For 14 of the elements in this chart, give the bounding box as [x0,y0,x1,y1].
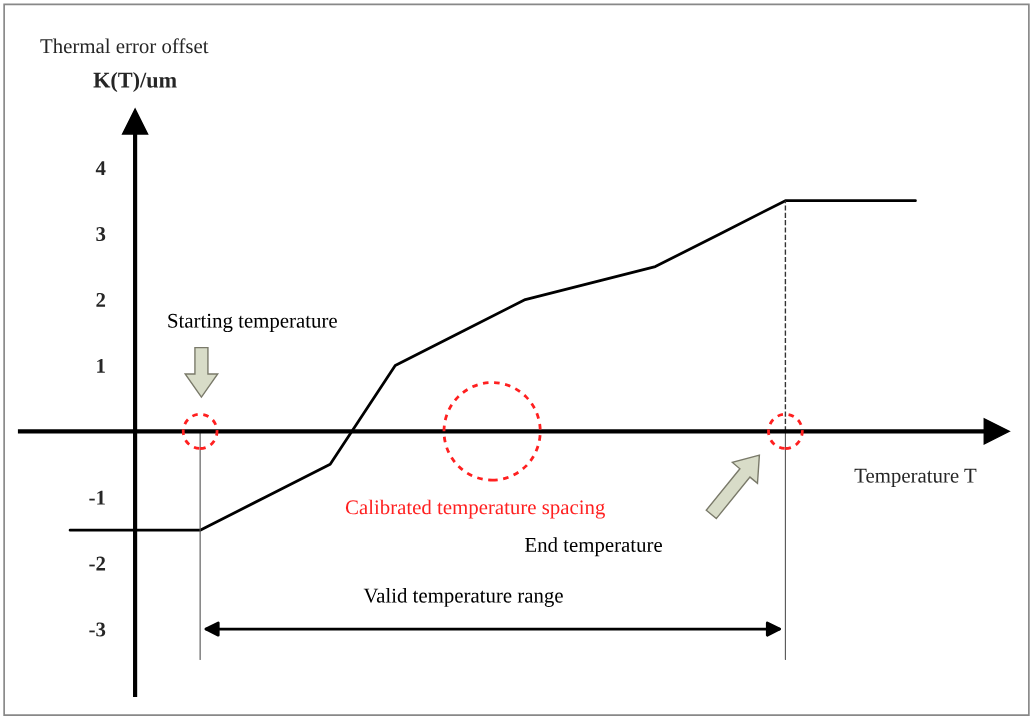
y-tick-label: 3 [96,227,106,242]
chart-title: Thermal error offset [40,38,209,54]
y-tick-label: -2 [89,556,106,571]
annotation: Valid temperature range [363,587,563,607]
y-tick-label: -3 [89,622,106,637]
y-tick-label: -1 [89,490,105,505]
y-tick-label: 4 [95,161,106,175]
y-axis-title: K(T)/um [93,71,177,93]
y-tick-label: 2 [96,292,106,307]
annotation: Starting temperature [168,313,337,333]
x-axis-title: Temperature T [854,468,977,487]
y-tick-label: 1 [97,358,105,373]
annotation: Calibrated temperature spacing [345,499,605,519]
annotation: End temperature [525,537,662,557]
